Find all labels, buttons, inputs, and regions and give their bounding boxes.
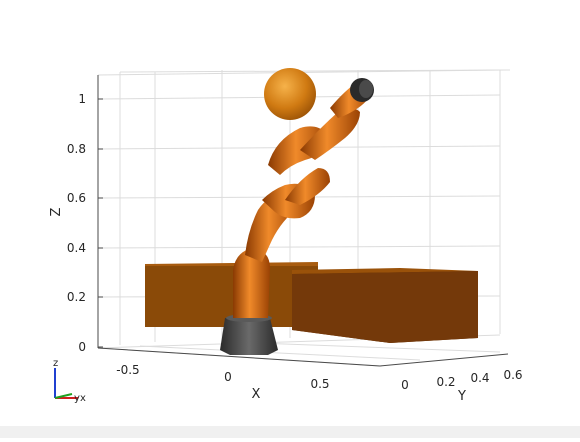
z-tick-2: 0.4 bbox=[67, 241, 86, 255]
z-tick-3: 0.6 bbox=[67, 191, 86, 205]
z-tick-0: 0 bbox=[78, 340, 86, 354]
right-box-obstacle bbox=[292, 268, 478, 343]
y-tick-3: 0.6 bbox=[503, 368, 522, 382]
robot-base bbox=[220, 314, 278, 355]
y-tick-0: 0 bbox=[401, 378, 409, 392]
bottom-strip bbox=[0, 426, 580, 438]
triad-z-label: z bbox=[53, 358, 58, 369]
robot-end-effector bbox=[350, 78, 374, 102]
y-tick-labels: 0 0.2 0.4 0.6 bbox=[401, 368, 522, 392]
x-tick-1: 0 bbox=[224, 370, 232, 384]
x-axis-label: X bbox=[252, 387, 261, 402]
robot-arm bbox=[233, 79, 372, 318]
axis-lines bbox=[97, 75, 509, 367]
z-axis-ticks bbox=[98, 98, 103, 348]
z-axis-label: Z bbox=[49, 207, 64, 216]
triad-x-label: x bbox=[80, 393, 86, 404]
x-tick-0: -0.5 bbox=[116, 363, 139, 377]
sphere-target bbox=[264, 68, 316, 120]
triad-y-label: y bbox=[74, 393, 80, 404]
z-tick-labels: 0 0.2 0.4 0.6 0.8 1 bbox=[67, 92, 86, 354]
z-tick-4: 0.8 bbox=[67, 142, 86, 156]
z-tick-5: 1 bbox=[78, 92, 86, 106]
y-tick-2: 0.4 bbox=[470, 371, 489, 385]
x-tick-labels: -0.5 0 0.5 bbox=[116, 363, 329, 391]
y-axis-label: Y bbox=[457, 389, 466, 404]
left-box-obstacle bbox=[145, 262, 318, 327]
orientation-triad: z y x bbox=[53, 358, 86, 404]
x-tick-2: 0.5 bbox=[310, 377, 329, 391]
z-tick-1: 0.2 bbox=[67, 290, 86, 304]
y-tick-1: 0.2 bbox=[436, 375, 455, 389]
